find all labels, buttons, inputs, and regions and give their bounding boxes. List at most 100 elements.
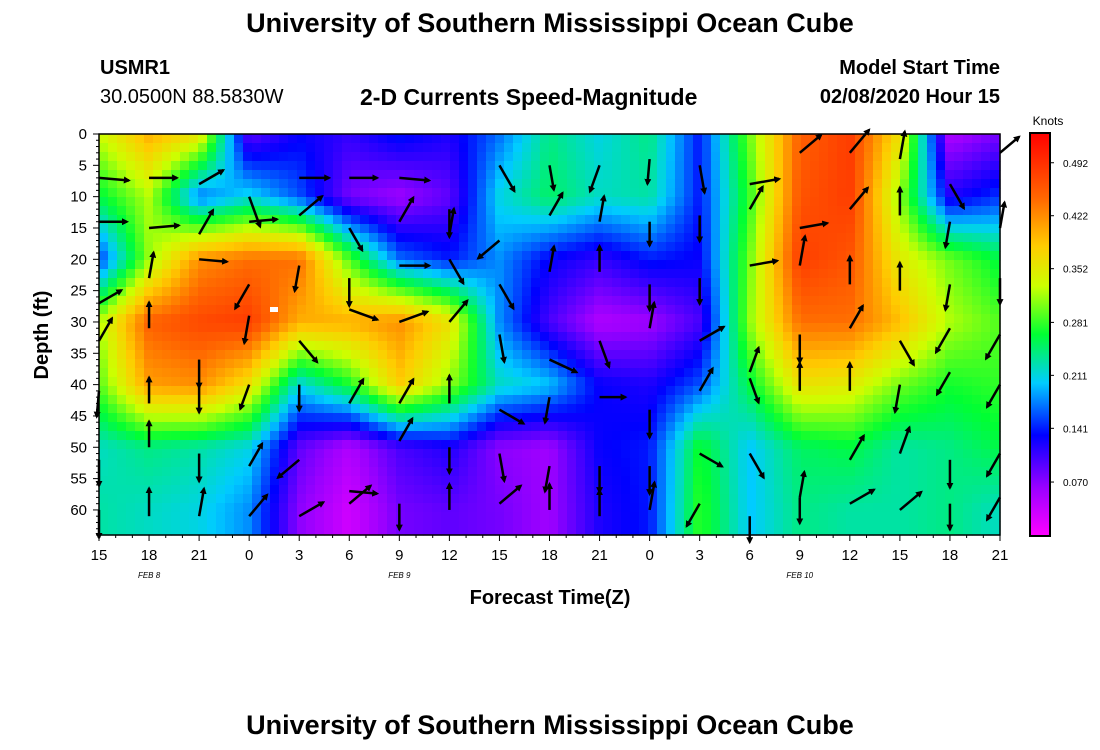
heat-cell <box>468 161 478 171</box>
heat-cell <box>387 458 397 468</box>
heat-cell <box>810 404 820 414</box>
heat-cell <box>891 440 901 450</box>
heat-cell <box>855 368 865 378</box>
heat-cell <box>108 323 118 333</box>
heat-cell <box>972 449 982 459</box>
heat-cell <box>432 485 442 495</box>
heat-cell <box>207 359 217 369</box>
heat-cell <box>423 242 433 252</box>
heat-cell <box>288 296 298 306</box>
heat-cell <box>963 449 973 459</box>
heat-cell <box>927 206 937 216</box>
heat-cell <box>837 233 847 243</box>
heat-cell <box>792 206 802 216</box>
heat-cell <box>171 341 181 351</box>
heat-cell <box>990 287 1000 297</box>
heat-cell <box>378 422 388 432</box>
heat-cell <box>567 287 577 297</box>
heat-cell <box>189 413 199 423</box>
heat-cell <box>405 278 415 288</box>
heat-cell <box>216 161 226 171</box>
heat-cell <box>846 503 856 513</box>
heat-cell <box>423 404 433 414</box>
heat-cell <box>765 530 775 536</box>
heat-cell <box>837 449 847 459</box>
heat-cell <box>864 359 874 369</box>
heat-cell <box>783 422 793 432</box>
heat-cell <box>306 269 316 279</box>
heat-cell <box>441 386 451 396</box>
heat-cell <box>252 395 262 405</box>
heat-cell <box>171 278 181 288</box>
heat-cell <box>513 521 523 531</box>
heat-cell <box>297 251 307 261</box>
heat-cell <box>666 476 676 486</box>
heat-cell <box>675 359 685 369</box>
heat-cell <box>720 512 730 522</box>
heat-cell <box>936 170 946 180</box>
heat-cell <box>459 170 469 180</box>
heat-cell <box>837 359 847 369</box>
heat-cell <box>171 530 181 536</box>
heat-cell <box>351 440 361 450</box>
heat-cell <box>405 152 415 162</box>
heat-cell <box>720 413 730 423</box>
heat-cell <box>378 305 388 315</box>
heat-cell <box>504 368 514 378</box>
heat-cell <box>414 197 424 207</box>
heat-cell <box>459 458 469 468</box>
heat-cell <box>261 260 271 270</box>
heat-cell <box>405 368 415 378</box>
heat-cell <box>414 170 424 180</box>
heat-cell <box>549 377 559 387</box>
heat-cell <box>207 458 217 468</box>
heat-cell <box>684 467 694 477</box>
heat-cell <box>936 467 946 477</box>
heat-cell <box>135 314 145 324</box>
heat-cell <box>504 161 514 171</box>
heat-cell <box>558 404 568 414</box>
heat-cell <box>567 224 577 234</box>
heat-cell <box>972 458 982 468</box>
heat-cell <box>972 431 982 441</box>
heat-cell <box>963 170 973 180</box>
heat-cell <box>288 278 298 288</box>
heat-cell <box>774 386 784 396</box>
heat-cell <box>450 413 460 423</box>
heat-cell <box>675 188 685 198</box>
heat-cell <box>945 161 955 171</box>
heat-cell <box>981 512 991 522</box>
heat-cell <box>927 413 937 423</box>
heat-cell <box>261 287 271 297</box>
heat-cell <box>117 305 127 315</box>
heat-cell <box>909 143 919 153</box>
heat-cell <box>198 530 208 536</box>
heat-cell <box>747 386 757 396</box>
heat-cell <box>288 476 298 486</box>
heat-cell <box>774 233 784 243</box>
heat-cell <box>99 170 109 180</box>
heat-cell <box>657 350 667 360</box>
heat-cell <box>171 494 181 504</box>
heat-cell <box>666 296 676 306</box>
heat-cell <box>954 251 964 261</box>
heat-cell <box>990 215 1000 225</box>
heat-cell <box>207 179 217 189</box>
heat-cell <box>603 134 613 144</box>
heat-cell <box>315 251 325 261</box>
heat-cell <box>477 485 487 495</box>
heat-cell <box>369 323 379 333</box>
heat-cell <box>792 242 802 252</box>
heat-cell <box>981 431 991 441</box>
heat-cell <box>648 197 658 207</box>
heat-cell <box>180 332 190 342</box>
heat-cell <box>594 404 604 414</box>
heat-cell <box>405 503 415 513</box>
heat-cell <box>657 260 667 270</box>
heat-cell <box>756 377 766 387</box>
heat-cell <box>351 422 361 432</box>
heat-cell <box>234 368 244 378</box>
heat-cell <box>900 404 910 414</box>
heat-cell <box>279 206 289 216</box>
heat-cell <box>522 269 532 279</box>
